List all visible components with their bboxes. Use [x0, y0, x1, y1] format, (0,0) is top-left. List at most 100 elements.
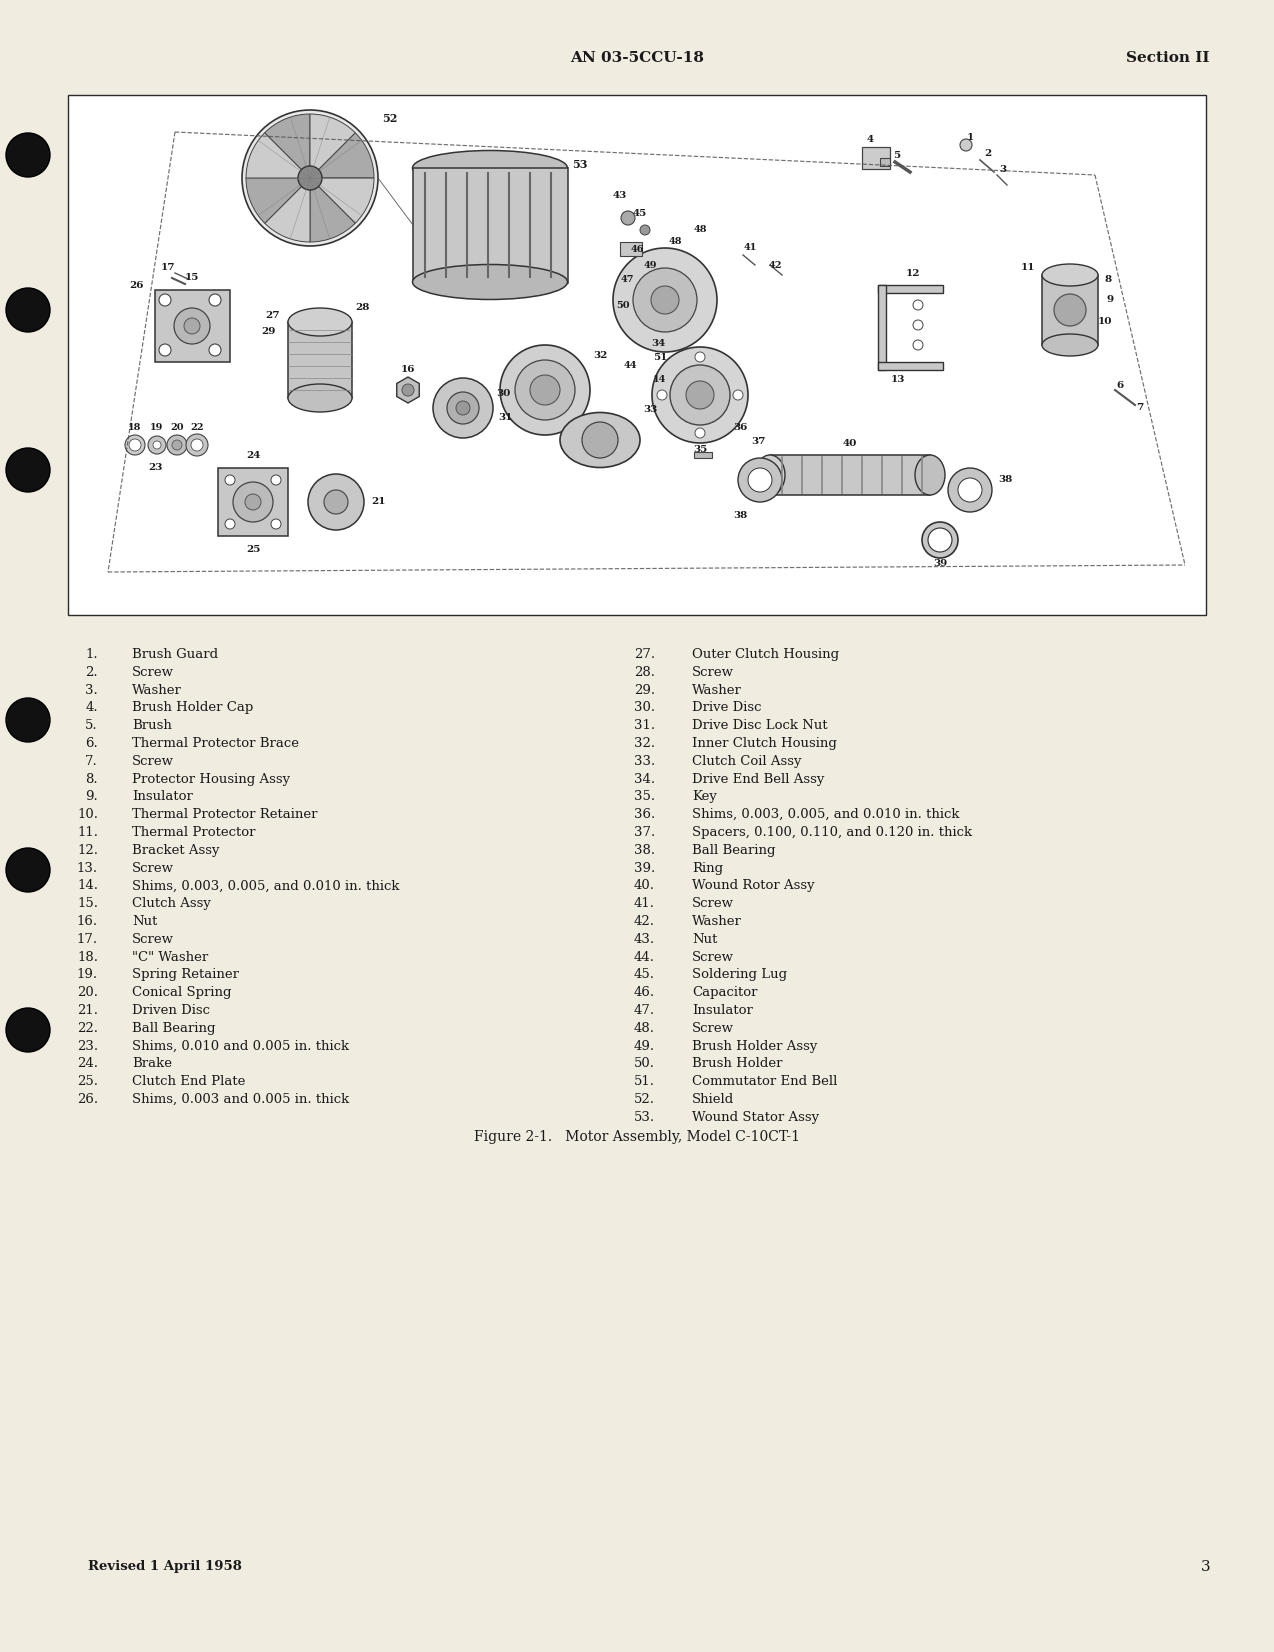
Text: Brush Holder Cap: Brush Holder Cap — [132, 702, 254, 714]
Circle shape — [651, 286, 679, 314]
Text: 26: 26 — [130, 281, 144, 289]
Circle shape — [913, 301, 922, 311]
Text: 20: 20 — [171, 423, 183, 431]
Circle shape — [948, 468, 992, 512]
Circle shape — [233, 482, 273, 522]
Text: Brush Guard: Brush Guard — [132, 648, 218, 661]
Text: Nut: Nut — [132, 915, 158, 928]
Text: 49.: 49. — [634, 1039, 655, 1052]
Wedge shape — [246, 178, 310, 223]
Text: 4: 4 — [866, 135, 874, 144]
Bar — [862, 147, 891, 169]
Text: 43.: 43. — [634, 933, 655, 947]
Text: 53.: 53. — [634, 1110, 655, 1123]
Circle shape — [447, 392, 479, 425]
Text: 17.: 17. — [76, 933, 98, 947]
Text: Thermal Protector: Thermal Protector — [132, 826, 256, 839]
Text: Wound Rotor Assy: Wound Rotor Assy — [692, 879, 814, 892]
Text: Brush: Brush — [132, 719, 172, 732]
Text: Bracket Assy: Bracket Assy — [132, 844, 219, 857]
Ellipse shape — [413, 264, 567, 299]
Circle shape — [6, 699, 50, 742]
Text: 51.: 51. — [634, 1075, 655, 1089]
Polygon shape — [396, 377, 419, 403]
Text: 10: 10 — [1098, 317, 1112, 327]
Wedge shape — [310, 114, 355, 178]
Text: 48.: 48. — [634, 1023, 655, 1034]
Circle shape — [148, 436, 166, 454]
Circle shape — [913, 340, 922, 350]
Text: 44: 44 — [623, 360, 637, 370]
Text: 41: 41 — [743, 243, 757, 253]
Text: 15.: 15. — [76, 897, 98, 910]
Wedge shape — [265, 114, 310, 178]
Text: Capacitor: Capacitor — [692, 986, 758, 999]
Text: 48: 48 — [669, 238, 682, 246]
Text: "C" Washer: "C" Washer — [132, 950, 208, 963]
Text: Brake: Brake — [132, 1057, 172, 1070]
Text: Screw: Screw — [132, 755, 175, 768]
Text: 8: 8 — [1105, 276, 1111, 284]
Text: 23: 23 — [148, 464, 162, 472]
Circle shape — [209, 344, 220, 355]
Text: 24: 24 — [246, 451, 260, 461]
Text: Ball Bearing: Ball Bearing — [132, 1023, 215, 1034]
Wedge shape — [265, 178, 310, 241]
Wedge shape — [310, 178, 375, 223]
Text: 38: 38 — [998, 476, 1012, 484]
Text: Drive Disc Lock Nut: Drive Disc Lock Nut — [692, 719, 828, 732]
Text: Ball Bearing: Ball Bearing — [692, 844, 776, 857]
Text: 24.: 24. — [76, 1057, 98, 1070]
Text: 43: 43 — [613, 190, 627, 200]
Text: 20.: 20. — [76, 986, 98, 999]
Text: AN 03-5CCU-18: AN 03-5CCU-18 — [569, 51, 705, 64]
Text: 46: 46 — [631, 246, 643, 254]
Bar — [694, 453, 712, 458]
Bar — [769, 454, 930, 496]
Circle shape — [657, 390, 668, 400]
Bar — [620, 241, 642, 256]
Circle shape — [6, 847, 50, 892]
Text: 16.: 16. — [76, 915, 98, 928]
Text: Commutator End Bell: Commutator End Bell — [692, 1075, 837, 1089]
Circle shape — [6, 448, 50, 492]
Text: 39.: 39. — [633, 862, 655, 874]
Text: 36.: 36. — [633, 808, 655, 821]
Circle shape — [298, 165, 322, 190]
Text: 6: 6 — [1116, 380, 1124, 390]
Circle shape — [175, 307, 210, 344]
Circle shape — [6, 287, 50, 332]
Circle shape — [738, 458, 782, 502]
Circle shape — [652, 347, 748, 443]
Ellipse shape — [561, 413, 640, 468]
Circle shape — [225, 476, 234, 486]
Text: Drive End Bell Assy: Drive End Bell Assy — [692, 773, 824, 786]
Text: 5: 5 — [893, 150, 901, 160]
Text: 10.: 10. — [76, 808, 98, 821]
Circle shape — [530, 375, 561, 405]
Text: 22.: 22. — [76, 1023, 98, 1034]
Circle shape — [271, 476, 282, 486]
Text: 46.: 46. — [634, 986, 655, 999]
Text: Drive Disc: Drive Disc — [692, 702, 762, 714]
Text: 44.: 44. — [634, 950, 655, 963]
Text: 11: 11 — [1020, 264, 1036, 273]
Text: Spring Retainer: Spring Retainer — [132, 968, 240, 981]
Bar — [878, 286, 885, 370]
Text: Section II: Section II — [1126, 51, 1210, 64]
Text: 38.: 38. — [634, 844, 655, 857]
Wedge shape — [310, 132, 375, 178]
Text: 40.: 40. — [634, 879, 655, 892]
Text: Screw: Screw — [692, 666, 734, 679]
Circle shape — [913, 320, 922, 330]
Circle shape — [633, 268, 697, 332]
Bar — [68, 96, 1206, 615]
Text: 40: 40 — [843, 438, 857, 448]
Text: Thermal Protector Brace: Thermal Protector Brace — [132, 737, 299, 750]
Text: Insulator: Insulator — [692, 1004, 753, 1018]
Ellipse shape — [755, 454, 785, 496]
Text: Outer Clutch Housing: Outer Clutch Housing — [692, 648, 840, 661]
Text: Screw: Screw — [132, 862, 175, 874]
Text: Screw: Screw — [692, 897, 734, 910]
Circle shape — [159, 344, 171, 355]
